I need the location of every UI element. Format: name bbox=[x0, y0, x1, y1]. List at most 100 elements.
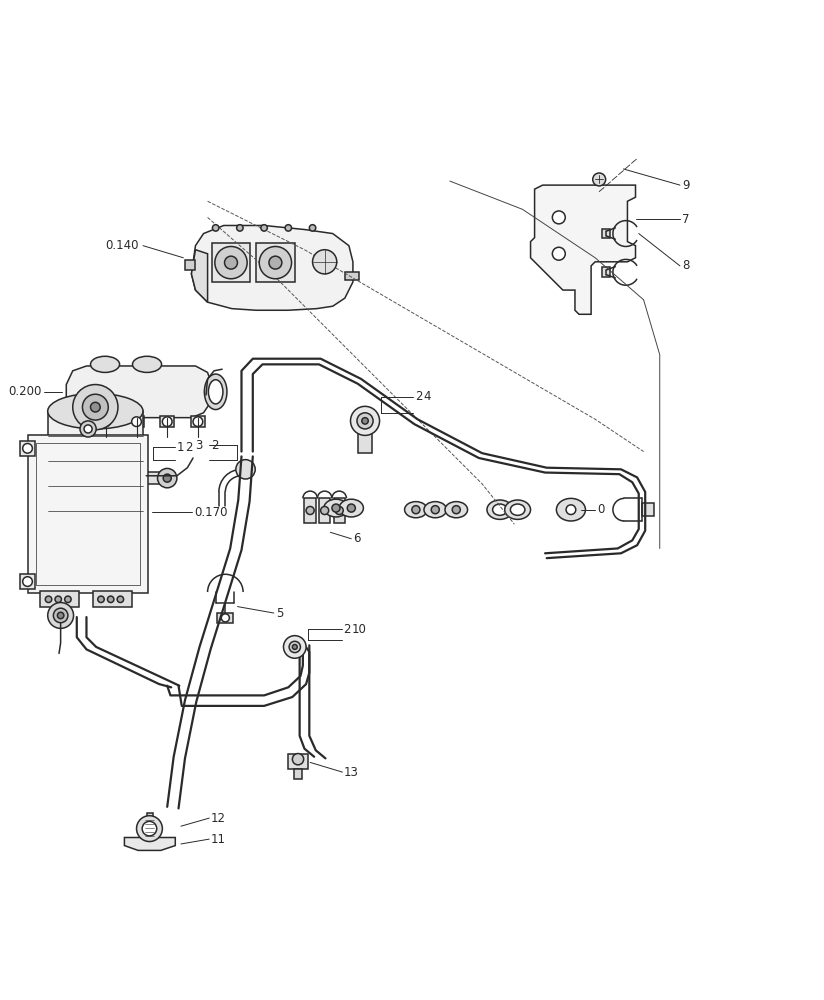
Circle shape bbox=[332, 504, 340, 512]
Bar bbox=[190, 416, 205, 427]
Circle shape bbox=[23, 443, 32, 453]
Bar bbox=[99, 416, 113, 427]
Bar bbox=[48, 411, 143, 536]
Bar bbox=[256, 243, 295, 282]
Polygon shape bbox=[124, 838, 176, 850]
Text: 2: 2 bbox=[185, 441, 193, 454]
Ellipse shape bbox=[133, 356, 162, 372]
Circle shape bbox=[45, 596, 52, 603]
Bar bbox=[334, 498, 345, 523]
Ellipse shape bbox=[445, 502, 467, 518]
Bar bbox=[358, 433, 372, 453]
Ellipse shape bbox=[510, 504, 525, 515]
Text: 2: 2 bbox=[344, 623, 351, 636]
Ellipse shape bbox=[424, 502, 447, 518]
Circle shape bbox=[552, 211, 565, 224]
Ellipse shape bbox=[505, 500, 531, 519]
Bar bbox=[305, 498, 316, 523]
Bar bbox=[345, 272, 359, 280]
Text: 6: 6 bbox=[353, 532, 360, 545]
Bar bbox=[21, 441, 35, 456]
Ellipse shape bbox=[91, 356, 119, 372]
Circle shape bbox=[157, 468, 177, 488]
Circle shape bbox=[312, 250, 337, 274]
Ellipse shape bbox=[324, 499, 348, 517]
Circle shape bbox=[80, 421, 96, 437]
Circle shape bbox=[222, 614, 229, 622]
Bar bbox=[218, 613, 233, 623]
Circle shape bbox=[293, 645, 297, 649]
Text: 4: 4 bbox=[424, 390, 431, 403]
Circle shape bbox=[260, 246, 292, 279]
Circle shape bbox=[215, 246, 247, 279]
Ellipse shape bbox=[208, 380, 223, 404]
Circle shape bbox=[58, 612, 64, 619]
Circle shape bbox=[269, 256, 282, 269]
Circle shape bbox=[55, 596, 62, 603]
Circle shape bbox=[101, 417, 110, 427]
Circle shape bbox=[236, 460, 255, 479]
Ellipse shape bbox=[493, 504, 507, 515]
Bar bbox=[185, 260, 194, 270]
Bar bbox=[21, 574, 35, 589]
Circle shape bbox=[289, 641, 301, 653]
Circle shape bbox=[566, 505, 576, 515]
Ellipse shape bbox=[204, 374, 227, 410]
Circle shape bbox=[54, 608, 68, 623]
Polygon shape bbox=[191, 225, 353, 310]
Bar bbox=[212, 243, 250, 282]
Circle shape bbox=[143, 821, 157, 836]
Bar bbox=[294, 769, 302, 779]
Circle shape bbox=[224, 256, 237, 269]
Text: 2: 2 bbox=[211, 439, 218, 452]
Bar bbox=[93, 591, 132, 607]
Polygon shape bbox=[531, 185, 635, 314]
Circle shape bbox=[23, 577, 32, 586]
Circle shape bbox=[283, 636, 306, 658]
Circle shape bbox=[73, 385, 118, 430]
Text: 0.200: 0.200 bbox=[9, 385, 42, 398]
Text: 0.140: 0.140 bbox=[105, 239, 139, 252]
Ellipse shape bbox=[405, 502, 427, 518]
Circle shape bbox=[132, 417, 142, 427]
Circle shape bbox=[306, 506, 314, 515]
Ellipse shape bbox=[339, 499, 363, 517]
Text: 12: 12 bbox=[211, 812, 226, 825]
Circle shape bbox=[236, 225, 243, 231]
Text: 0.170: 0.170 bbox=[194, 506, 228, 519]
Circle shape bbox=[412, 506, 420, 514]
Circle shape bbox=[91, 402, 101, 412]
Circle shape bbox=[213, 225, 219, 231]
Bar bbox=[319, 498, 330, 523]
Ellipse shape bbox=[48, 393, 143, 429]
Bar bbox=[160, 416, 175, 427]
Text: 5: 5 bbox=[276, 607, 283, 620]
Polygon shape bbox=[191, 250, 208, 302]
Circle shape bbox=[193, 417, 203, 427]
Circle shape bbox=[452, 506, 461, 514]
Circle shape bbox=[431, 506, 439, 514]
Circle shape bbox=[82, 394, 108, 420]
Circle shape bbox=[117, 596, 124, 603]
Circle shape bbox=[137, 816, 162, 842]
Circle shape bbox=[84, 425, 92, 433]
Circle shape bbox=[357, 413, 373, 429]
Bar bbox=[288, 754, 307, 769]
Text: 2: 2 bbox=[415, 390, 423, 403]
Text: 10: 10 bbox=[351, 623, 366, 636]
Circle shape bbox=[163, 474, 171, 482]
Circle shape bbox=[48, 603, 73, 628]
Circle shape bbox=[293, 754, 304, 765]
Bar bbox=[147, 813, 152, 838]
Polygon shape bbox=[66, 366, 212, 418]
Text: 7: 7 bbox=[682, 213, 690, 226]
Circle shape bbox=[98, 596, 104, 603]
Circle shape bbox=[335, 506, 344, 515]
Text: 1: 1 bbox=[177, 441, 185, 454]
Bar bbox=[144, 472, 162, 484]
Circle shape bbox=[162, 417, 172, 427]
Circle shape bbox=[285, 225, 292, 231]
Text: 9: 9 bbox=[682, 179, 690, 192]
Circle shape bbox=[362, 418, 368, 424]
Circle shape bbox=[261, 225, 267, 231]
